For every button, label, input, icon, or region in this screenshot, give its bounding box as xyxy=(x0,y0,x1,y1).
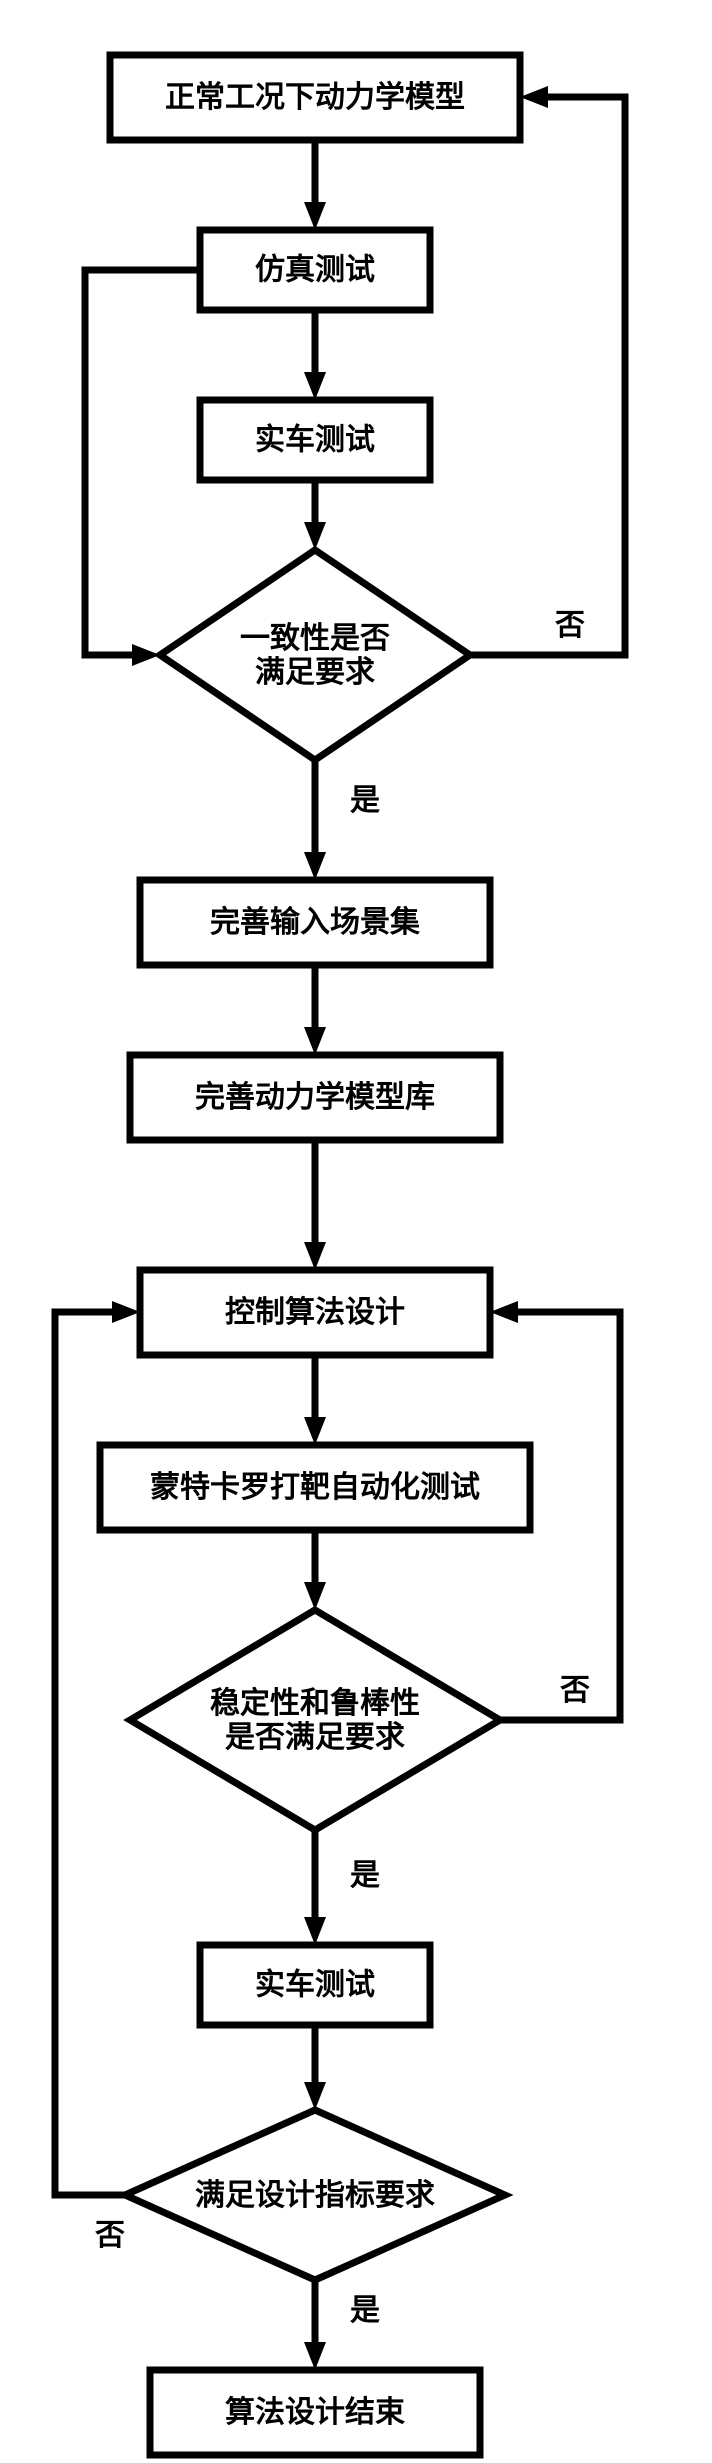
node-label-n5: 完善动力学模型库 xyxy=(195,1080,435,1114)
edge-e5 xyxy=(470,97,625,655)
arrowhead xyxy=(304,1417,326,1445)
arrowhead xyxy=(490,1301,518,1323)
node-label-n2: 仿真测试 xyxy=(255,254,375,287)
arrowhead xyxy=(304,1917,326,1945)
node-label-n4: 完善输入场景集 xyxy=(210,905,421,939)
arrowhead xyxy=(520,86,548,108)
arrowhead xyxy=(304,1242,326,1270)
node-label-n1: 正常工况下动力学模型 xyxy=(165,80,465,114)
node-label-n8: 实车测试 xyxy=(255,1968,375,2002)
arrowhead xyxy=(304,202,326,230)
arrowhead xyxy=(304,2082,326,2110)
edge-label-e12: 否 xyxy=(560,1674,590,1707)
edge-label-e11: 是 xyxy=(350,1859,380,1892)
edge-label-e4: 是 xyxy=(350,784,380,817)
arrowhead xyxy=(304,1582,326,1610)
node-label-n6: 控制算法设计 xyxy=(225,1295,405,1329)
node-label-n7: 蒙特卡罗打靶自动化测试 xyxy=(150,1471,480,1504)
arrowhead xyxy=(112,1301,140,1323)
arrowhead xyxy=(304,852,326,880)
arrowhead xyxy=(304,1027,326,1055)
edge-label-e5: 否 xyxy=(555,609,585,642)
arrowhead xyxy=(304,2342,326,2370)
node-label-d1: 一致性是否满足要求 xyxy=(240,622,390,689)
edge-e6 xyxy=(85,270,200,655)
edge-label-e15: 否 xyxy=(95,2219,125,2252)
edge-label-e14: 是 xyxy=(350,2294,380,2327)
node-label-d3: 满足设计指标要求 xyxy=(195,2179,435,2212)
node-label-n3: 实车测试 xyxy=(255,423,375,457)
arrowhead xyxy=(304,372,326,400)
node-label-n9: 算法设计结束 xyxy=(225,2395,405,2429)
